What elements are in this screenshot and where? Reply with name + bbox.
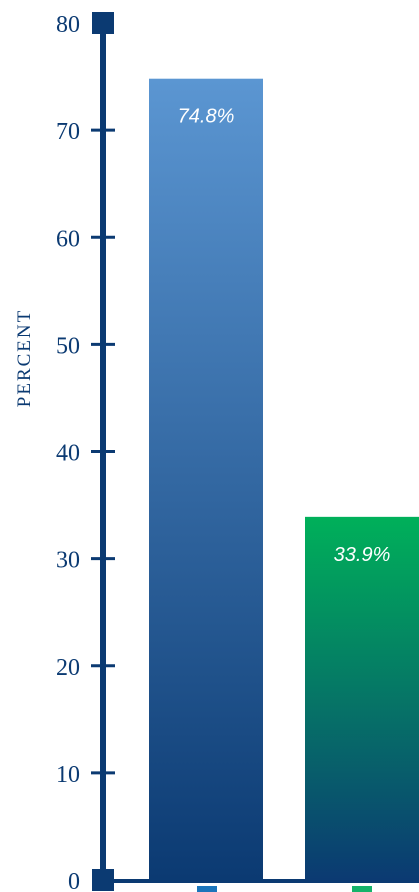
labels-layer: 74.8% 33.9% 0 10 20 30 40 50 60 70 80 PERCENT [14,12,390,892]
bars-layer [149,78,419,892]
y-tick-label-40: 40 [56,441,80,467]
y-tick-label-60: 60 [56,226,80,252]
category-marker-2 [352,886,372,892]
axis-cap-top [92,12,114,34]
y-axis-title: PERCENT [14,309,35,407]
y-tick-label-50: 50 [56,333,80,359]
y-tick-label-10: 10 [56,762,80,788]
bar-value-label-2: 33.9% [334,544,391,566]
axis-cap-bottom [92,869,114,891]
y-tick-label-70: 70 [56,119,80,145]
y-tick-label-80: 80 [56,12,80,38]
category-marker-1 [197,886,217,892]
bar-2 [305,516,419,880]
bar-1 [149,78,263,880]
y-axis [91,12,419,891]
bar-value-label-1: 74.8% [178,106,235,128]
y-tick-label-0: 0 [68,869,80,892]
y-tick-label-30: 30 [56,548,80,574]
y-tick-label-20: 20 [56,655,80,681]
